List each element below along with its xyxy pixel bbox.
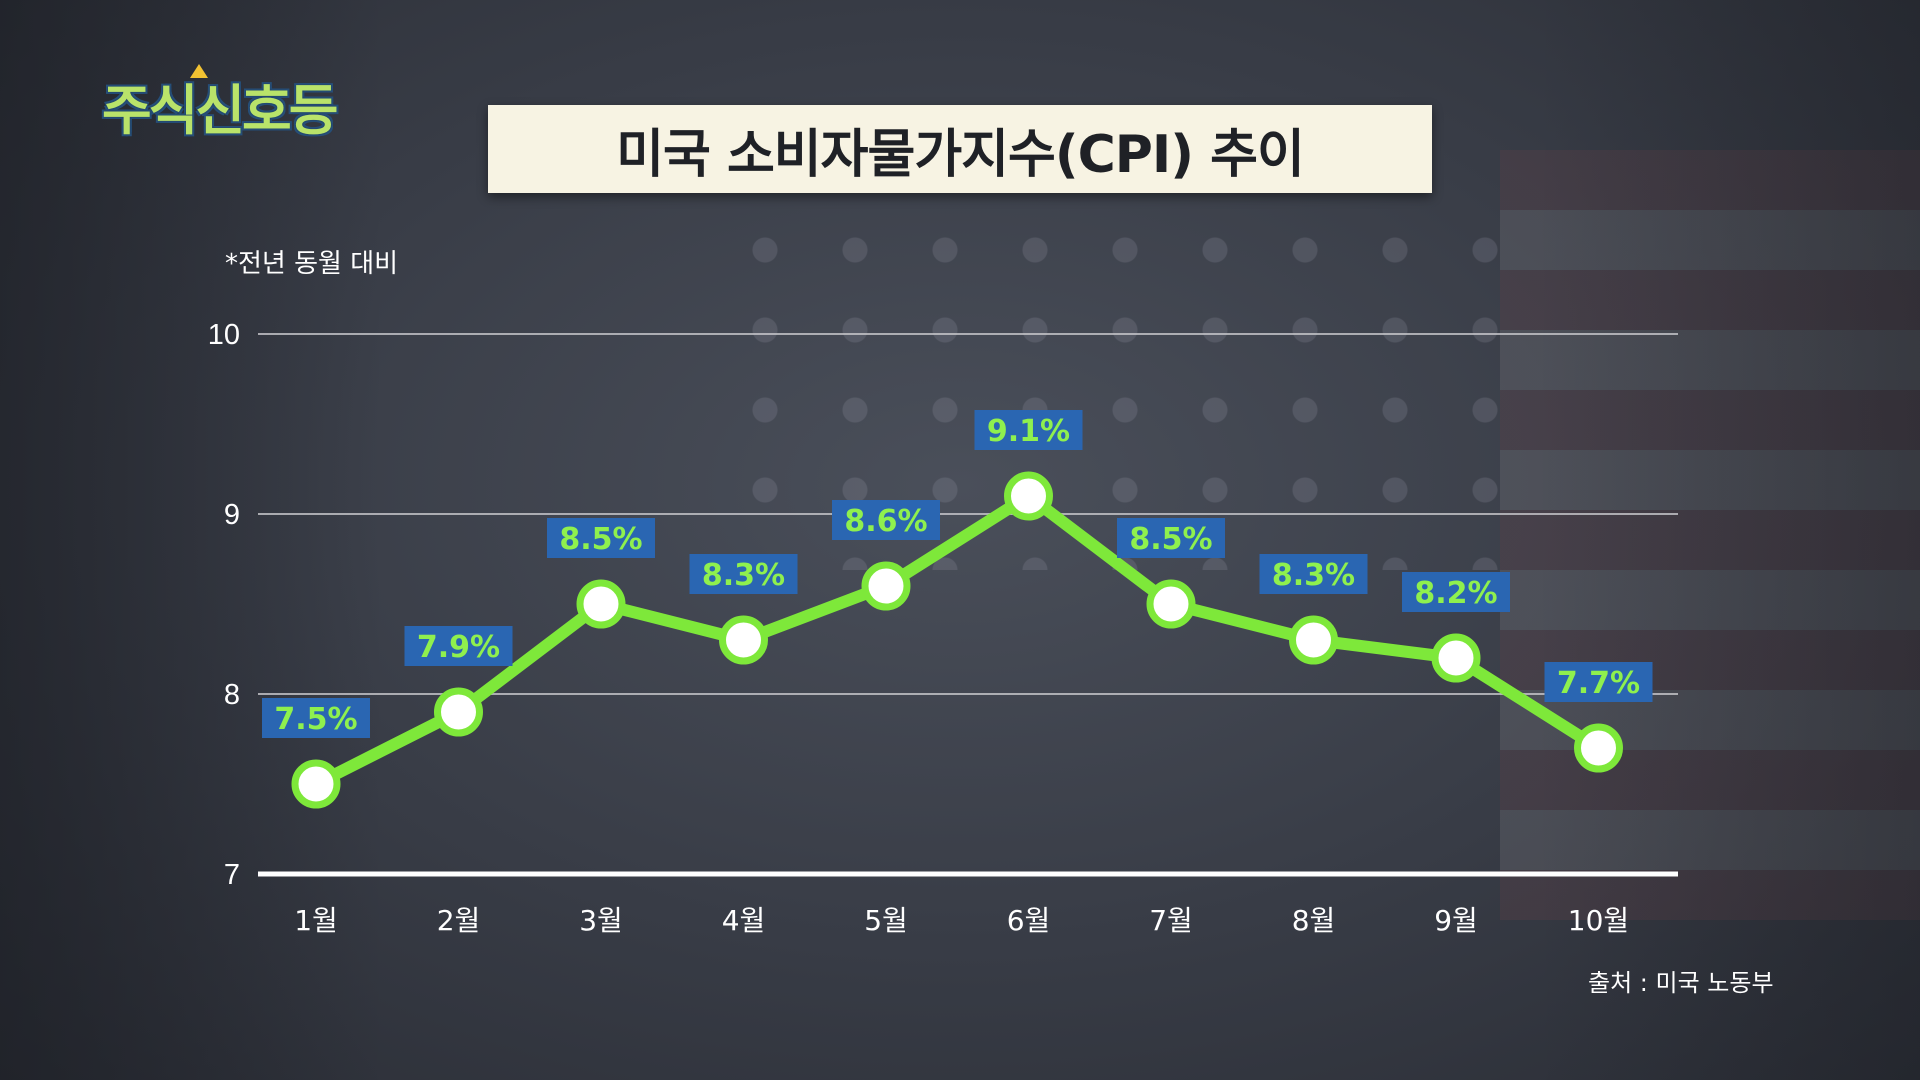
data-label: 8.3% xyxy=(702,558,785,593)
y-tick-label: 10 xyxy=(208,319,240,351)
data-label-bg xyxy=(547,518,655,558)
data-point xyxy=(1289,615,1338,665)
y-tick-label: 7 xyxy=(224,859,240,891)
data-label-bg xyxy=(1259,554,1368,594)
logo-arrow-icon xyxy=(190,64,208,78)
data-label-bg xyxy=(689,554,798,594)
x-tick-label: 7월 xyxy=(1149,904,1193,937)
data-point xyxy=(576,579,626,629)
data-label-bg xyxy=(1544,662,1653,702)
data-label-bg xyxy=(832,500,940,540)
data-point xyxy=(1574,723,1623,773)
source-note: 출처 : 미국 노동부 xyxy=(1588,969,1774,997)
data-label-bg xyxy=(974,410,1083,450)
data-label: 8.2% xyxy=(1414,576,1497,611)
data-point xyxy=(291,759,341,809)
data-label: 8.3% xyxy=(1272,558,1355,593)
chart-title: 미국 소비자물가지수(CPI) 추이 xyxy=(616,124,1305,185)
data-label-bg xyxy=(404,626,513,666)
y-tick-label: 8 xyxy=(224,679,240,711)
chart-note: *전년 동월 대비 xyxy=(225,249,399,279)
data-label: 8.6% xyxy=(844,504,927,539)
data-label: 7.5% xyxy=(274,702,357,737)
data-label-bg xyxy=(1402,572,1510,612)
data-label-bg xyxy=(262,698,370,738)
x-tick-label: 10월 xyxy=(1568,904,1629,937)
data-label: 9.1% xyxy=(987,414,1070,449)
x-tick-label: 3월 xyxy=(579,904,623,937)
series-line xyxy=(310,490,1605,790)
data-point xyxy=(1146,579,1196,629)
x-tick-label: 4월 xyxy=(722,904,766,937)
x-tick-label: 2월 xyxy=(437,904,481,937)
x-tick-label: 8월 xyxy=(1292,904,1336,937)
title-banner: 미국 소비자물가지수(CPI) 추이 xyxy=(488,105,1432,193)
y-tick-label: 9 xyxy=(224,499,240,531)
data-label: 8.5% xyxy=(559,522,642,557)
logo-text: 주식신호등 xyxy=(102,78,338,142)
data-label: 7.7% xyxy=(1557,666,1640,701)
data-point xyxy=(719,615,768,665)
x-tick-label: 1월 xyxy=(294,904,338,937)
data-label-bg xyxy=(1117,518,1225,558)
data-label: 7.9% xyxy=(417,630,500,665)
x-tick-label: 9월 xyxy=(1434,904,1478,937)
channel-logo: 주식신호등 xyxy=(102,64,338,142)
x-tick-label: 5월 xyxy=(864,904,908,937)
data-point xyxy=(434,687,483,737)
data-point xyxy=(1431,633,1481,683)
data-point xyxy=(1004,471,1053,521)
data-point xyxy=(861,561,911,611)
x-tick-label: 6월 xyxy=(1007,904,1051,937)
data-label: 8.5% xyxy=(1129,522,1212,557)
